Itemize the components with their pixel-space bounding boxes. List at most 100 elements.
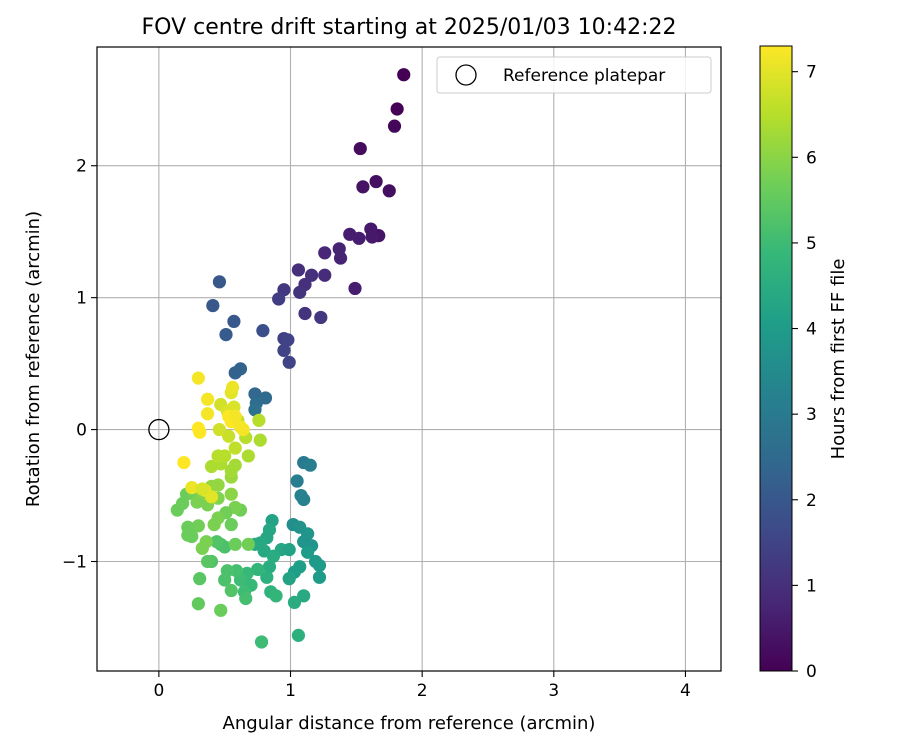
data-point xyxy=(204,459,219,474)
data-point xyxy=(318,246,332,260)
y-tick-label: 1 xyxy=(76,289,87,309)
data-point xyxy=(301,545,315,559)
reference-layer xyxy=(148,418,170,441)
data-point xyxy=(248,403,262,417)
legend-box xyxy=(436,56,712,94)
data-point xyxy=(282,543,296,557)
colorbar-tick-label: 6 xyxy=(806,148,817,168)
data-point xyxy=(206,298,220,313)
data-point xyxy=(195,541,209,555)
colorbar-tick-label: 5 xyxy=(806,234,817,254)
data-point xyxy=(227,314,241,329)
data-point xyxy=(348,281,362,296)
x-tick-label: 1 xyxy=(285,681,296,701)
data-point xyxy=(304,268,319,282)
data-point xyxy=(251,562,265,577)
data-point xyxy=(225,380,240,394)
data-point xyxy=(277,343,291,358)
data-point xyxy=(214,603,228,617)
data-point xyxy=(290,474,304,488)
data-point xyxy=(191,371,205,385)
data-point xyxy=(228,441,242,455)
data-point xyxy=(254,635,269,649)
colorbar-tick-label: 0 xyxy=(806,662,817,682)
data-point xyxy=(262,560,277,574)
data-point xyxy=(228,458,242,472)
data-point xyxy=(303,458,317,472)
data-point xyxy=(266,549,281,563)
data-point xyxy=(291,263,306,277)
data-point xyxy=(369,174,383,189)
data-point xyxy=(252,413,266,427)
data-point xyxy=(387,119,402,133)
data-point xyxy=(314,310,328,325)
data-point xyxy=(224,487,238,501)
data-point xyxy=(191,519,205,533)
data-point xyxy=(272,292,286,306)
data-point xyxy=(222,429,236,443)
colorbar-tick-label: 2 xyxy=(806,491,817,511)
legend: Reference platepar xyxy=(436,56,712,94)
data-point xyxy=(200,392,215,406)
data-point xyxy=(282,355,296,369)
data-point xyxy=(224,583,238,598)
data-point xyxy=(291,628,306,642)
colorbar-gradient xyxy=(759,45,793,672)
data-point xyxy=(207,517,221,532)
data-point xyxy=(318,268,332,282)
x-tick-label: 0 xyxy=(153,681,164,701)
data-point xyxy=(256,324,270,338)
data-point xyxy=(353,141,367,156)
data-point xyxy=(333,251,348,265)
plot-frame xyxy=(96,46,722,672)
data-point xyxy=(193,425,207,439)
x-tick-label: 2 xyxy=(417,681,428,701)
data-point xyxy=(281,333,295,347)
colorbar-tick-label: 1 xyxy=(806,576,817,596)
reference-marker xyxy=(148,418,170,441)
colorbar: 0 1 2 3 4 5 6 7 Hours from first FF file xyxy=(759,45,849,682)
legend-label-reference: Reference platepar xyxy=(503,66,665,86)
data-point xyxy=(293,285,307,299)
data-point xyxy=(297,589,311,603)
data-point xyxy=(218,573,232,587)
colorbar-ticks: 0 1 2 3 4 5 6 7 xyxy=(792,63,817,682)
data-point xyxy=(229,564,244,578)
x-tick-label: 3 xyxy=(548,681,559,701)
data-point xyxy=(298,306,312,321)
x-axis-label: Angular distance from reference (arcmin) xyxy=(223,713,596,734)
y-tick-label: −1 xyxy=(62,553,87,573)
data-point xyxy=(287,595,302,609)
data-point xyxy=(200,554,215,569)
y-tick-label: 0 xyxy=(76,421,87,441)
data-point xyxy=(219,327,233,342)
data-point xyxy=(260,570,274,584)
data-point xyxy=(191,597,205,611)
legend-marker-reference xyxy=(455,64,477,86)
y-tick-label: 2 xyxy=(76,157,87,177)
data-point xyxy=(228,537,242,551)
data-point xyxy=(228,366,242,380)
data-point xyxy=(397,68,411,82)
data-point xyxy=(269,589,283,603)
data-point xyxy=(241,537,255,551)
data-point xyxy=(212,275,227,289)
colorbar-tick-label: 7 xyxy=(806,63,817,83)
data-point xyxy=(218,449,232,463)
data-point xyxy=(390,102,404,116)
data-point xyxy=(204,490,219,504)
data-point xyxy=(312,558,327,573)
grid xyxy=(97,47,721,671)
data-points xyxy=(170,68,411,649)
data-point xyxy=(212,422,227,437)
x-axis: 0 1 2 3 4 xyxy=(153,671,691,701)
colorbar-tick-label: 3 xyxy=(806,405,817,425)
y-axis-label: Rotation from reference (arcmin) xyxy=(23,211,44,507)
data-point xyxy=(282,572,296,586)
data-point xyxy=(224,517,238,532)
colorbar-tick-label: 4 xyxy=(806,320,817,340)
colorbar-label: Hours from first FF file xyxy=(828,259,849,460)
data-point xyxy=(239,591,253,606)
